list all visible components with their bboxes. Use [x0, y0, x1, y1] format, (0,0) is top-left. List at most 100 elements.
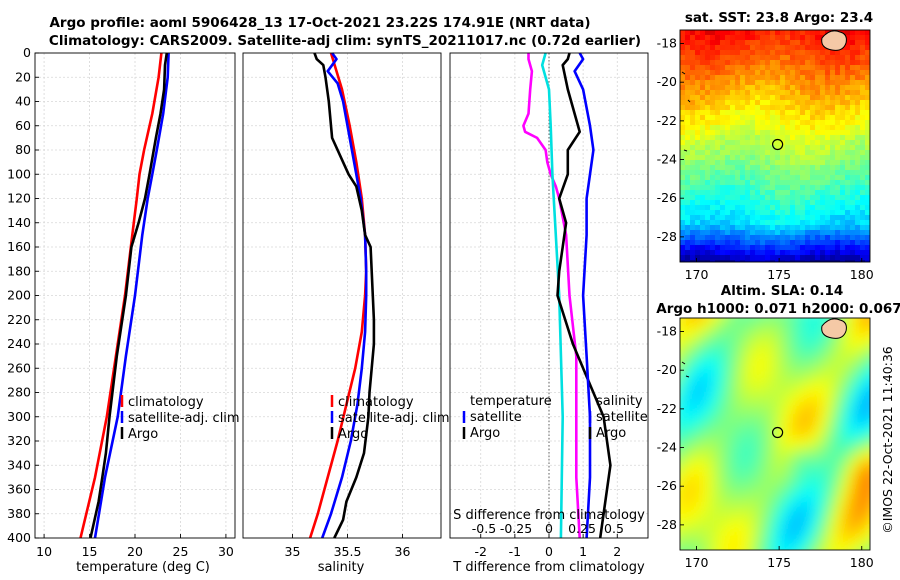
heatmap-cell [725, 548, 731, 550]
heatmap-cell [745, 368, 751, 374]
heatmap-cell [790, 155, 796, 161]
heatmap-cell [830, 338, 836, 344]
heatmap-cell [735, 418, 741, 424]
heatmap-cell [715, 65, 721, 71]
heatmap-cell [710, 498, 716, 504]
heatmap-cell [685, 145, 691, 151]
heatmap-cell [730, 513, 736, 519]
heatmap-cell [855, 438, 861, 444]
heatmap-cell [820, 353, 826, 359]
heatmap-cell [825, 378, 831, 384]
heatmap-cell [720, 553, 726, 559]
heatmap-cell [700, 423, 706, 429]
heatmap-cell [750, 438, 756, 444]
heatmap-cell [695, 250, 701, 256]
heatmap-cell [735, 438, 741, 444]
heatmap-cell [745, 433, 751, 439]
heatmap-cell [740, 408, 746, 414]
heatmap-cell [735, 333, 741, 339]
heatmap-cell [805, 358, 811, 364]
heatmap-cell [690, 160, 696, 166]
lat-tick-label: -18 [657, 324, 677, 339]
heatmap-cell [855, 130, 861, 136]
heatmap-cell [755, 388, 761, 394]
heatmap-cell [755, 195, 761, 201]
heatmap-cell [765, 358, 771, 364]
heatmap-cell [860, 85, 866, 91]
heatmap-cell [685, 230, 691, 236]
heatmap-cell [760, 448, 766, 454]
heatmap-cell [725, 75, 731, 81]
heatmap-cell [765, 75, 771, 81]
heatmap-cell [750, 40, 756, 46]
heatmap-cell [840, 478, 846, 484]
heatmap-cell [730, 488, 736, 494]
heatmap-cell [670, 245, 676, 251]
heatmap-cell [700, 463, 706, 469]
heatmap-cell [800, 130, 806, 136]
heatmap-cell [830, 110, 836, 116]
heatmap-cell [770, 403, 776, 409]
heatmap-cell [810, 175, 816, 181]
heatmap-cell [830, 55, 836, 61]
heatmap-cell [855, 363, 861, 369]
heatmap-cell [830, 70, 836, 76]
heatmap-cell [790, 120, 796, 126]
heatmap-cell [785, 155, 791, 161]
heatmap-cell [865, 378, 870, 384]
heatmap-cell [725, 458, 731, 464]
heatmap-cell [685, 358, 691, 364]
heatmap-cell [720, 105, 726, 111]
heatmap-cell [875, 245, 881, 251]
heatmap-cell [860, 458, 866, 464]
heatmap-cell [765, 245, 771, 251]
heatmap-cell [680, 120, 686, 126]
heatmap-cell [820, 408, 826, 414]
heatmap-cell [725, 438, 731, 444]
heatmap-cell [730, 215, 736, 221]
heatmap-cell [710, 175, 716, 181]
heatmap-cell [825, 488, 831, 494]
heatmap-cell [865, 408, 870, 414]
heatmap-cell [790, 185, 796, 191]
heatmap-cell [760, 205, 766, 211]
heatmap-cell [710, 50, 716, 56]
legend-label-argo: Argo [596, 426, 626, 441]
heatmap-cell [735, 230, 741, 236]
heatmap-cell [725, 353, 731, 359]
heatmap-cell [830, 50, 836, 56]
heatmap-cell [875, 140, 881, 146]
heatmap-cell [715, 155, 721, 161]
heatmap-cell [775, 373, 781, 379]
heatmap-cell [850, 180, 856, 186]
heatmap-cell [805, 265, 811, 271]
heatmap-cell [860, 40, 866, 46]
heatmap-cell [705, 503, 711, 509]
heatmap-cell [785, 45, 791, 51]
heatmap-cell [835, 493, 841, 499]
heatmap-cell [685, 478, 691, 484]
heatmap-cell [735, 90, 741, 96]
heatmap-cell [790, 130, 796, 136]
heatmap-cell [810, 260, 816, 262]
heatmap-cell [835, 245, 841, 251]
heatmap-cell [765, 255, 771, 261]
heatmap-cell [835, 458, 841, 464]
heatmap-cell [725, 413, 731, 419]
heatmap-cell [685, 120, 691, 126]
heatmap-cell [845, 408, 851, 414]
heatmap-cell [870, 250, 876, 256]
heatmap-cell [820, 180, 826, 186]
y-tick-label: 300 [7, 409, 31, 424]
heatmap-cell [690, 180, 696, 186]
heatmap-cell [845, 255, 851, 261]
heatmap-cell [740, 265, 746, 271]
heatmap-cell [810, 498, 816, 504]
heatmap-cell [780, 343, 786, 349]
heatmap-cell [745, 398, 751, 404]
heatmap-cell [855, 388, 861, 394]
heatmap-cell [735, 358, 741, 364]
heatmap-cell [870, 343, 876, 349]
heatmap-cell [745, 503, 751, 509]
heatmap-cell [705, 205, 711, 211]
